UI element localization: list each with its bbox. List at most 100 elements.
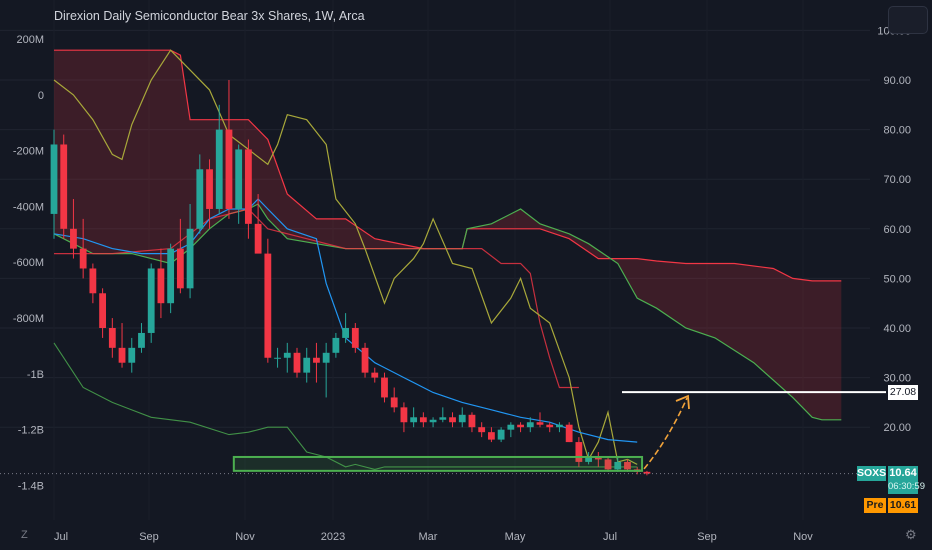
candle-body [507,424,515,430]
bottom-axis-label: Nov [235,531,255,543]
bottom-axis-label: 2023 [321,531,345,543]
bottom-axis-label: Nov [793,531,813,543]
candle-body [381,377,388,398]
right-axis-label: 90.00 [883,75,911,87]
candles [50,80,651,476]
candle-body [254,223,262,254]
candle-body [556,424,563,428]
bottom-axis-label: Jul [603,531,617,543]
grid [0,29,870,428]
candle-body [225,129,233,209]
candle-body [361,347,369,373]
right-axis-label: 30.00 [883,373,911,385]
candle-body [322,352,330,363]
chart-title: Direxion Daily Semiconductor Bear 3x Sha… [54,9,365,23]
candle-body [215,129,223,209]
candle-body [614,461,622,470]
left-axis-label: 0 [38,90,44,102]
cloud-fill [54,50,842,420]
candle-body [468,414,476,428]
candle-body [604,459,612,470]
target-arrow [643,397,688,470]
candle-body [624,461,631,470]
bottom-axis-label: Sep [697,531,717,543]
candle-body [70,228,77,249]
level-price-badge: 27.08 [888,385,918,400]
pre-market-price: 10.61 [888,498,918,513]
right-axis-label: 20.00 [883,422,911,434]
left-axis-label: -200M [13,146,44,158]
candle-body [332,337,340,353]
last-price: 10.64 [889,467,917,479]
candle-body [99,293,106,328]
candle-body [429,419,437,423]
bottom-axis-label: May [505,531,526,543]
candle-body [50,144,58,214]
candle-body [410,417,418,423]
ichimoku-cloud [53,49,842,421]
last-price-badge: 10.64 06:30:59 [888,466,925,494]
z-icon[interactable]: Z [21,529,28,541]
axes: 100.0090.0080.0070.0060.0050.0040.0030.0… [13,25,911,543]
candle-body [186,228,194,289]
chart-settings-control[interactable] [888,6,928,34]
candle-body [206,169,213,209]
candle-body [264,253,272,358]
candle-body [303,357,311,373]
right-axis-label: 80.00 [883,125,911,137]
arrow-head [675,394,690,410]
candle-body [313,357,320,363]
bottom-axis-label: Sep [139,531,159,543]
candle-body [351,328,359,348]
candle-body [128,347,136,363]
candle-body [546,424,554,428]
left-axis-label: -1.4B [18,480,44,492]
bottom-axis-label: Jul [54,531,68,543]
candle-body [400,407,408,423]
candle-body [293,352,301,373]
candle-body [283,352,291,358]
candle-body [138,332,145,348]
candle-body [89,268,97,294]
gear-icon[interactable]: ⚙ [905,527,917,542]
candle-body [167,248,175,304]
support-zone-box [232,455,644,472]
left-axis-label: -1.2B [18,425,44,437]
right-axis-label: 50.00 [883,273,911,285]
bar-countdown: 06:30:59 [888,481,925,492]
candle-body [488,432,495,440]
candle-body [439,417,447,420]
candle-body [449,417,456,423]
candle-body [235,149,243,209]
ticker-badge: SOXS [857,466,887,481]
left-axis-label: -1B [27,369,44,381]
candle-body [478,427,486,433]
lagging-line [53,49,638,465]
candle-body [585,456,592,462]
left-axis-label: 200M [16,34,44,46]
candle-body [517,424,524,428]
left-axis-label: -800M [13,313,44,325]
candle-body [565,424,573,443]
annotations [0,391,886,475]
candle-body [458,414,466,423]
candle-body [147,268,155,333]
candle-body [536,422,544,425]
left-axis-label: -400M [13,201,44,213]
candle-body [245,149,252,224]
right-axis-label: 40.00 [883,323,911,335]
right-axis-label: 60.00 [883,224,911,236]
candle-body [196,169,204,229]
candle-body [371,372,379,378]
candle-body [157,268,165,304]
candle-body [118,347,126,363]
right-axis-label: 70.00 [883,174,911,186]
lower-band-line [53,342,638,470]
candle-body [79,248,87,269]
candle-body [60,144,68,229]
candle-body [176,248,184,289]
bottom-axis-label: Mar [419,531,438,543]
left-axis-label: -600M [13,257,44,269]
candle-body [274,357,281,359]
